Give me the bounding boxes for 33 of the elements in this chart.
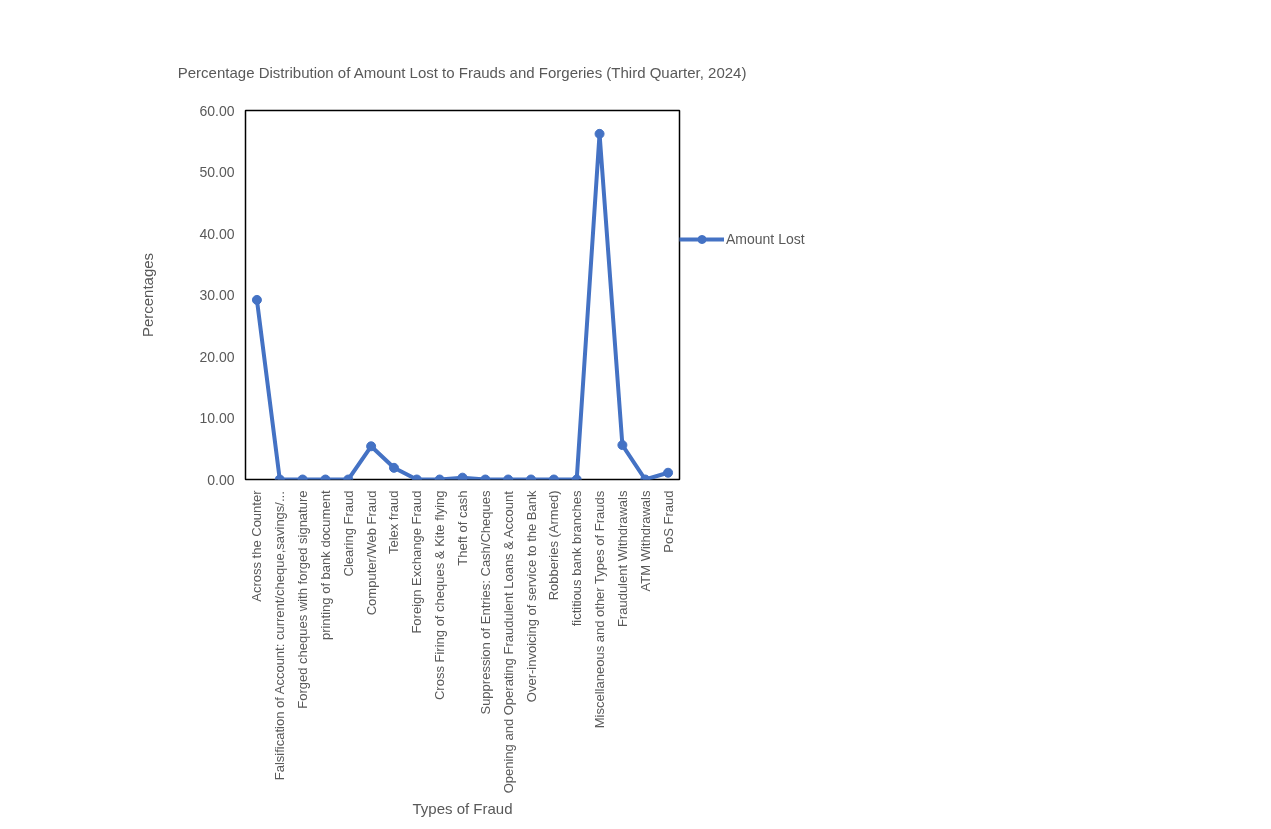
x-tick-label: Opening and Operating Fraudulent Loans & Account <box>500 490 516 794</box>
x-tick-label: ATM Withdrawals <box>637 490 653 592</box>
x-tick-label: Telex fraud <box>386 490 402 555</box>
x-tick-label: Clearing Fraud <box>340 490 356 577</box>
x-tick-label: Over-invoicing of service to the Bank <box>523 490 539 703</box>
x-tick-label: printing of bank document <box>317 490 333 641</box>
y-tick-label: 10.00 <box>199 410 235 426</box>
x-tick-label: Miscellaneous and other Types of Frauds <box>592 490 608 729</box>
y-tick-label: 0.00 <box>207 471 235 488</box>
y-tick-label: 20.00 <box>199 348 235 365</box>
x-tick-label: Foreign Exchange Fraud <box>409 490 425 634</box>
x-tick-label: Cross Firing of cheques & Kite flying <box>432 490 448 701</box>
point <box>251 294 262 305</box>
y-tick-label: 60.00 <box>199 102 235 119</box>
x-tick-label: fictitious bank branches <box>569 490 585 627</box>
y-tick-label: 40.00 <box>199 225 235 242</box>
x-tick-label: Across the Counter <box>249 489 265 602</box>
legend-label: Amount Lost <box>726 231 805 247</box>
x-axis-title: Types of Fraud <box>412 800 513 818</box>
y-axis-title: Percentages <box>139 252 157 338</box>
x-tick-label: Fraudulent Withdrawals <box>614 490 630 628</box>
point <box>457 472 468 480</box>
y-tick-label: 30.00 <box>199 287 235 303</box>
chart-title: Percentage Distribution of Amount Lost to Frauds and Forgeries (Third Quarter, 2024) <box>177 63 747 81</box>
x-tick-label: Computer/Web Fraud <box>363 490 379 616</box>
x-tick-label: Falsification of Account: current/cheque,savings/... <box>272 491 288 781</box>
x-tick-label: PoS Fraud <box>660 490 676 553</box>
x-tick-label: Forged cheques with forged signature <box>295 490 311 709</box>
x-tick-label: Suppression of Entries: Cash/Cheques <box>477 490 493 715</box>
x-tick-label: Theft of cash <box>455 490 470 566</box>
x-tick-label: Robberies (Armed) <box>546 490 562 601</box>
point <box>594 128 605 139</box>
y-tick-label: 50.00 <box>199 164 235 180</box>
